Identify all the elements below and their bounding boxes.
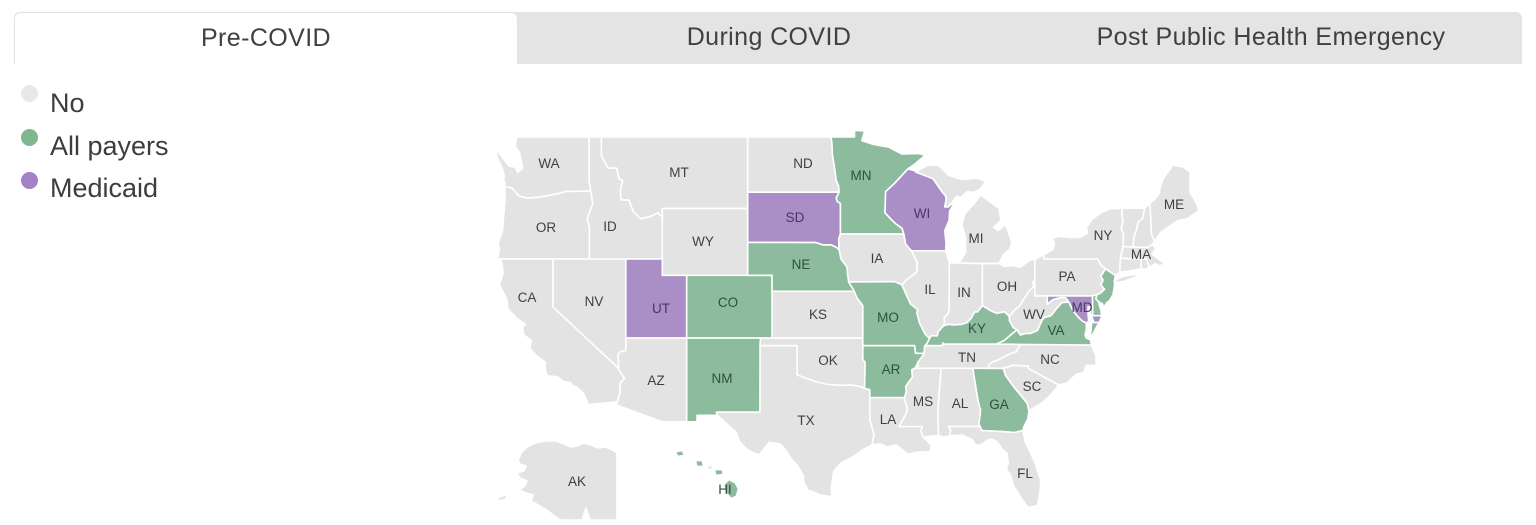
svg-text:MI: MI [969, 231, 984, 246]
svg-text:AR: AR [882, 362, 901, 377]
svg-text:NM: NM [712, 371, 733, 386]
svg-text:PA: PA [1058, 269, 1075, 284]
svg-text:OH: OH [997, 279, 1017, 294]
svg-text:OR: OR [536, 220, 557, 235]
svg-text:SC: SC [1023, 379, 1042, 394]
svg-text:KS: KS [809, 307, 827, 322]
svg-text:CA: CA [518, 290, 537, 305]
svg-text:UT: UT [652, 301, 670, 316]
svg-text:TN: TN [958, 350, 976, 365]
svg-text:SD: SD [786, 210, 805, 225]
svg-text:LA: LA [880, 412, 897, 427]
svg-text:MT: MT [669, 165, 689, 180]
svg-text:MN: MN [851, 168, 872, 183]
svg-text:ME: ME [1164, 197, 1184, 212]
svg-text:MA: MA [1131, 247, 1151, 262]
svg-text:IL: IL [924, 282, 936, 297]
svg-text:NV: NV [585, 294, 604, 309]
svg-text:WY: WY [692, 234, 714, 249]
svg-text:NC: NC [1040, 352, 1060, 367]
svg-text:NY: NY [1094, 228, 1113, 243]
svg-text:ID: ID [603, 219, 617, 234]
svg-text:WI: WI [914, 206, 931, 221]
svg-text:FL: FL [1017, 466, 1033, 481]
svg-text:WA: WA [538, 156, 559, 171]
svg-text:IA: IA [871, 251, 884, 266]
svg-text:AK: AK [568, 474, 586, 489]
svg-text:KY: KY [968, 321, 986, 336]
svg-text:TX: TX [797, 413, 814, 428]
svg-text:GA: GA [989, 397, 1009, 412]
svg-text:MS: MS [913, 394, 933, 409]
svg-text:HI: HI [718, 482, 732, 497]
svg-text:WV: WV [1023, 307, 1045, 322]
svg-text:AZ: AZ [647, 373, 664, 388]
svg-text:VA: VA [1047, 323, 1064, 338]
svg-text:MD: MD [1072, 300, 1093, 315]
svg-text:MO: MO [877, 310, 899, 325]
svg-text:CO: CO [718, 295, 738, 310]
svg-text:AL: AL [952, 396, 969, 411]
svg-text:IN: IN [957, 285, 971, 300]
svg-text:NE: NE [792, 257, 811, 272]
svg-text:OK: OK [818, 353, 838, 368]
svg-text:ND: ND [793, 156, 813, 171]
